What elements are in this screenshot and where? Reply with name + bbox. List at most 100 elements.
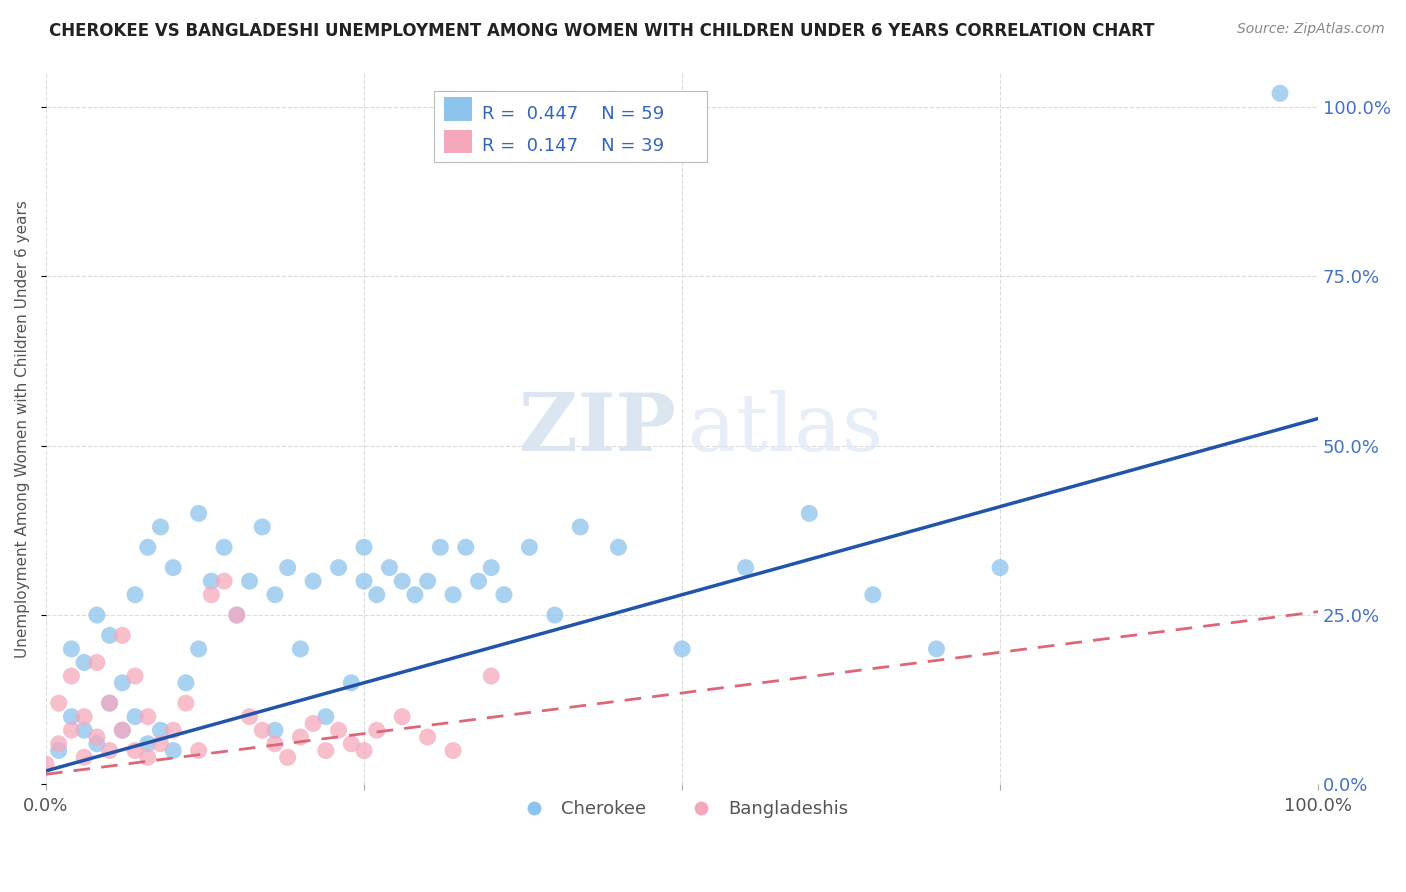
Point bbox=[60, 723, 83, 738]
Point bbox=[492, 588, 515, 602]
Point bbox=[734, 560, 756, 574]
Point bbox=[212, 541, 235, 555]
Point bbox=[136, 541, 159, 555]
Point bbox=[441, 743, 464, 757]
Point bbox=[1268, 87, 1291, 101]
Point bbox=[124, 588, 146, 602]
Point bbox=[988, 560, 1011, 574]
Point bbox=[925, 641, 948, 656]
Point bbox=[404, 588, 426, 602]
Point bbox=[391, 709, 413, 723]
Point bbox=[277, 560, 299, 574]
Text: R =  0.147    N = 39: R = 0.147 N = 39 bbox=[482, 137, 665, 155]
Point bbox=[607, 541, 630, 555]
Point bbox=[519, 541, 541, 555]
Point bbox=[353, 574, 375, 589]
Point bbox=[441, 588, 464, 602]
Text: R =  0.447    N = 59: R = 0.447 N = 59 bbox=[482, 104, 665, 122]
Point bbox=[671, 641, 693, 656]
Point bbox=[225, 608, 247, 623]
Point bbox=[340, 675, 363, 690]
Point bbox=[124, 743, 146, 757]
Point bbox=[162, 723, 184, 738]
Point bbox=[200, 588, 222, 602]
Point bbox=[378, 560, 401, 574]
Point bbox=[174, 696, 197, 710]
Point bbox=[111, 723, 134, 738]
Point bbox=[225, 608, 247, 623]
Text: Source: ZipAtlas.com: Source: ZipAtlas.com bbox=[1237, 22, 1385, 37]
Point bbox=[479, 560, 502, 574]
Point bbox=[328, 723, 350, 738]
Point bbox=[162, 560, 184, 574]
Point bbox=[416, 730, 439, 744]
Point bbox=[212, 574, 235, 589]
Point bbox=[86, 737, 108, 751]
Point bbox=[862, 588, 884, 602]
FancyBboxPatch shape bbox=[434, 91, 707, 162]
Point bbox=[264, 588, 287, 602]
Point bbox=[302, 716, 325, 731]
Point bbox=[124, 709, 146, 723]
FancyBboxPatch shape bbox=[444, 97, 472, 120]
Text: atlas: atlas bbox=[689, 390, 883, 467]
Point bbox=[467, 574, 489, 589]
Point bbox=[290, 641, 312, 656]
Point bbox=[111, 628, 134, 642]
Point bbox=[98, 696, 121, 710]
Point bbox=[429, 541, 451, 555]
Point bbox=[353, 541, 375, 555]
Point bbox=[149, 723, 172, 738]
Point bbox=[544, 608, 567, 623]
Point bbox=[48, 743, 70, 757]
Point bbox=[162, 743, 184, 757]
Point bbox=[340, 737, 363, 751]
Point bbox=[353, 743, 375, 757]
Point bbox=[238, 574, 260, 589]
Point bbox=[86, 608, 108, 623]
Point bbox=[200, 574, 222, 589]
Point bbox=[366, 723, 388, 738]
Point bbox=[149, 737, 172, 751]
Point bbox=[98, 743, 121, 757]
Point bbox=[290, 730, 312, 744]
Point bbox=[264, 737, 287, 751]
Point bbox=[252, 520, 274, 534]
Point bbox=[252, 723, 274, 738]
Point bbox=[60, 641, 83, 656]
Point bbox=[187, 641, 209, 656]
Text: ZIP: ZIP bbox=[519, 390, 676, 467]
Point bbox=[366, 588, 388, 602]
FancyBboxPatch shape bbox=[444, 130, 472, 153]
Point bbox=[799, 507, 821, 521]
Point bbox=[454, 541, 477, 555]
Point bbox=[315, 709, 337, 723]
Point bbox=[60, 709, 83, 723]
Point bbox=[136, 709, 159, 723]
Point bbox=[35, 757, 58, 772]
Point bbox=[48, 737, 70, 751]
Point bbox=[315, 743, 337, 757]
Y-axis label: Unemployment Among Women with Children Under 6 years: Unemployment Among Women with Children U… bbox=[15, 200, 30, 657]
Point bbox=[111, 675, 134, 690]
Point bbox=[174, 675, 197, 690]
Point bbox=[264, 723, 287, 738]
Point bbox=[111, 723, 134, 738]
Point bbox=[98, 696, 121, 710]
Point bbox=[238, 709, 260, 723]
Point bbox=[60, 669, 83, 683]
Point bbox=[73, 750, 96, 764]
Point bbox=[569, 520, 592, 534]
Point bbox=[302, 574, 325, 589]
Point bbox=[124, 669, 146, 683]
Point bbox=[73, 723, 96, 738]
Point bbox=[416, 574, 439, 589]
Point bbox=[86, 730, 108, 744]
Point bbox=[73, 709, 96, 723]
Point bbox=[136, 750, 159, 764]
Text: CHEROKEE VS BANGLADESHI UNEMPLOYMENT AMONG WOMEN WITH CHILDREN UNDER 6 YEARS COR: CHEROKEE VS BANGLADESHI UNEMPLOYMENT AMO… bbox=[49, 22, 1154, 40]
Legend: Cherokee, Bangladeshis: Cherokee, Bangladeshis bbox=[509, 793, 855, 825]
Point bbox=[98, 628, 121, 642]
Point bbox=[86, 656, 108, 670]
Point bbox=[391, 574, 413, 589]
